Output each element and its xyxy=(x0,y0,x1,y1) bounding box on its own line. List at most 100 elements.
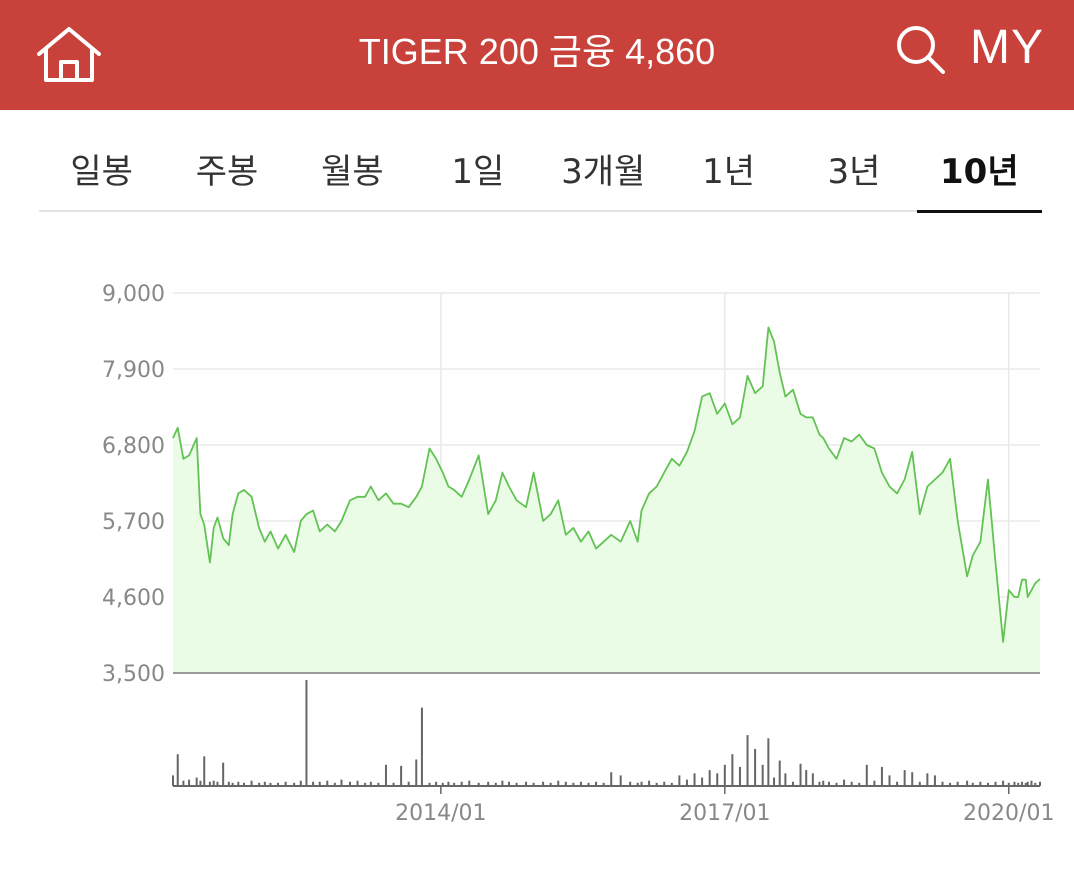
tab-3-months[interactable]: 3개월 xyxy=(561,152,646,192)
volume-bar xyxy=(880,766,883,786)
volume-bar xyxy=(716,773,719,786)
volume-bar xyxy=(420,707,423,786)
tab-weekly[interactable]: 주봉 xyxy=(195,152,259,192)
volume-bar xyxy=(827,781,830,786)
volume-bar xyxy=(971,782,974,786)
home-icon xyxy=(37,27,101,82)
volume-bar xyxy=(176,754,179,786)
volume-bar xyxy=(648,780,651,786)
price-line xyxy=(172,326,1041,643)
volume-bar xyxy=(258,782,261,786)
volume-bar xyxy=(773,777,776,786)
volume-bar xyxy=(738,766,741,786)
volume-bar xyxy=(515,782,518,786)
page-title: TIGER 200 금융 4,860 xyxy=(358,31,716,72)
volume-bar xyxy=(182,780,185,786)
volume-bar xyxy=(685,779,688,786)
volume-bar xyxy=(542,781,545,786)
volume-bar xyxy=(701,777,704,786)
home-button[interactable] xyxy=(34,24,104,86)
volume-bar xyxy=(564,781,567,786)
tab-daily[interactable]: 일봉 xyxy=(70,152,133,192)
volume-bar xyxy=(619,775,622,786)
x-tick-label: 2020/01 xyxy=(963,801,1054,826)
volume-bar xyxy=(305,680,308,786)
tab-1-year[interactable]: 1년 xyxy=(702,152,756,192)
volume-bar xyxy=(508,781,511,786)
volume-bar xyxy=(284,781,287,786)
y-tick-label: 4,600 xyxy=(102,586,165,611)
volume-bar xyxy=(843,779,846,786)
price-area xyxy=(173,327,1040,673)
volume-bar xyxy=(966,780,969,786)
volume-bar xyxy=(237,781,240,786)
volume-bar xyxy=(818,781,821,786)
volume-bar xyxy=(348,781,351,786)
volume-bar xyxy=(723,764,726,786)
volume-bar xyxy=(242,782,245,786)
volume-bar xyxy=(293,782,296,786)
volume-bar xyxy=(986,782,989,786)
volume-bar xyxy=(312,781,315,786)
volume-bar xyxy=(222,762,225,786)
x-tick-label: 2017/01 xyxy=(679,801,770,826)
volume-bar xyxy=(447,781,450,786)
volume-bar xyxy=(767,738,770,786)
volume-bar xyxy=(377,782,380,786)
volume-bar xyxy=(188,779,191,786)
volume-bar xyxy=(384,764,387,786)
volume-bar xyxy=(926,773,929,786)
volume-bar xyxy=(636,782,639,786)
volume-bar xyxy=(941,781,944,786)
volume-bar xyxy=(822,780,825,786)
volume-bar xyxy=(549,782,552,786)
volume-bar xyxy=(610,772,613,786)
volume-bar xyxy=(428,782,431,786)
volume-bar xyxy=(835,782,838,786)
volume-bar xyxy=(956,781,959,786)
top-bar: TIGER 200 금융 4,860 MY xyxy=(0,0,1074,110)
volume-bar xyxy=(602,782,605,786)
volume-bar xyxy=(678,775,681,786)
volume-bar xyxy=(784,773,787,786)
volume-bar xyxy=(400,765,403,786)
volume-bar xyxy=(888,775,891,786)
tab-3-years[interactable]: 3년 xyxy=(827,152,881,192)
volume-bar xyxy=(994,781,997,786)
volume-bar xyxy=(250,780,253,786)
my-button[interactable]: MY xyxy=(970,21,1044,74)
volume-bar xyxy=(231,782,234,786)
volume-bar xyxy=(933,775,936,786)
volume-bar xyxy=(487,781,490,786)
volume-bar xyxy=(850,781,853,786)
volume-bar xyxy=(216,781,219,786)
volume-bar xyxy=(778,760,781,786)
volume-bar xyxy=(670,782,673,786)
volume-bar xyxy=(572,782,575,786)
volume-bar xyxy=(525,781,528,786)
volume-bar xyxy=(212,780,215,786)
y-axis-ticks: 9,000 7,900 6,800 5,700 4,600 3,500 xyxy=(102,282,165,687)
tab-monthly[interactable]: 월봉 xyxy=(321,152,384,192)
volume-bar xyxy=(911,772,914,786)
tab-1-day[interactable]: 1일 xyxy=(451,152,505,192)
volume-bar xyxy=(1017,782,1020,786)
search-button[interactable] xyxy=(893,22,949,78)
tab-10-years[interactable]: 10년 xyxy=(916,140,1043,213)
volume-bar xyxy=(587,782,590,786)
volume-bar xyxy=(579,781,582,786)
volume-bar xyxy=(1002,780,1005,786)
volume-bar xyxy=(227,781,230,786)
volume-bar xyxy=(460,781,463,786)
volume-bar xyxy=(1007,782,1010,786)
volume-bar xyxy=(477,782,480,786)
volume-bar xyxy=(208,781,211,786)
volume-bar xyxy=(407,781,410,786)
volume-bar xyxy=(364,782,367,786)
volume-bar xyxy=(949,782,952,786)
volume-bar xyxy=(277,782,280,786)
volume-bar xyxy=(858,782,861,786)
volume-bar xyxy=(1021,781,1024,786)
y-tick-label: 3,500 xyxy=(102,662,165,687)
volume-bar xyxy=(356,780,359,786)
